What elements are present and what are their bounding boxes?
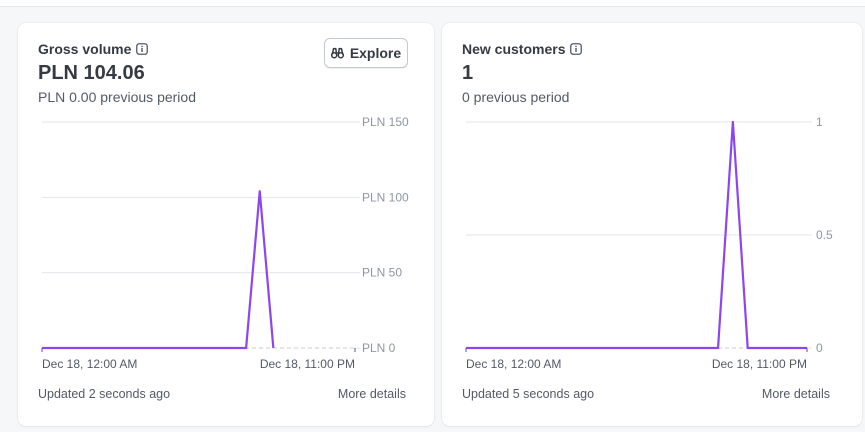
gross-volume-updated: Updated 2 seconds ago <box>38 387 171 401</box>
new-customers-value: 1 <box>462 62 474 84</box>
series-line <box>466 120 807 350</box>
more-details-link[interactable]: More details <box>337 387 406 401</box>
y-tick-label: PLN 150 <box>362 115 409 129</box>
info-icon[interactable] <box>570 43 583 55</box>
card-title: New customers <box>462 41 583 57</box>
binoculars-icon <box>330 47 344 59</box>
y-tick-label: PLN 0 <box>362 341 396 355</box>
y-tick-label: 1 <box>816 115 823 129</box>
new-customers-title: New customers <box>462 41 566 57</box>
new-customers-card: New customers 1 0 previous period 0 0.5 1 D… <box>442 23 862 426</box>
y-tick-label: 0 <box>816 341 823 355</box>
y-tick-label: 0.5 <box>816 228 833 242</box>
gross-volume-title: Gross volume <box>38 41 132 57</box>
new-customers-updated: Updated 5 seconds ago <box>462 387 595 401</box>
new-customers-previous: 0 previous period <box>462 89 570 105</box>
explore-button[interactable]: Explore <box>324 38 408 68</box>
explore-label: Explore <box>349 45 402 61</box>
x-tick-label: Dec 18, 11:00 PM <box>260 357 355 371</box>
series-line <box>42 190 275 350</box>
gross-volume-card: Gross volume PLN 104.06 PLN 0.00 previou… <box>18 23 434 426</box>
x-tick-label: Dec 18, 12:00 AM <box>42 357 137 371</box>
gross-volume-value: PLN 104.06 <box>38 62 145 84</box>
more-details-link[interactable]: More details <box>761 387 830 401</box>
info-icon[interactable] <box>136 43 149 55</box>
top-bar <box>0 0 865 7</box>
card-title: Gross volume <box>38 41 149 57</box>
new-customers-chart: 0 0.5 1 Dec 18, 12:00 AM Dec 18, 11:00 PM <box>465 115 833 371</box>
gross-volume-previous: PLN 0.00 previous period <box>38 89 196 105</box>
y-tick-label: PLN 100 <box>362 190 409 204</box>
gross-volume-chart: PLN 0 PLN 50 PLN 100 PLN 150 Dec 18, 12:00 A… <box>41 115 409 371</box>
y-tick-label: PLN 50 <box>362 266 402 280</box>
x-tick-label: Dec 18, 12:00 AM <box>466 357 561 371</box>
x-tick-label: Dec 18, 11:00 PM <box>712 357 807 371</box>
